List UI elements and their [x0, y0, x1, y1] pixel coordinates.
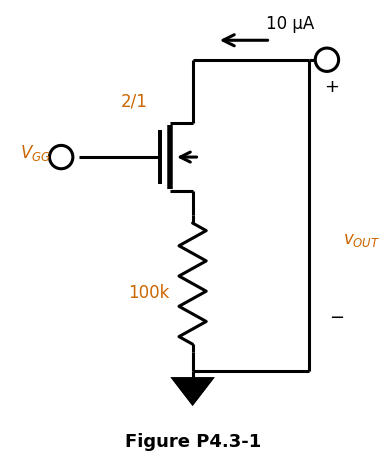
Text: 2/1: 2/1 — [121, 93, 148, 110]
Text: $V_{GG}$: $V_{GG}$ — [20, 143, 51, 163]
Text: $v_{\mathregular{OUT}}$: $v_{\mathregular{OUT}}$ — [343, 231, 381, 249]
Text: Figure P4.3-1: Figure P4.3-1 — [125, 433, 261, 451]
Polygon shape — [174, 379, 211, 403]
Text: +: + — [324, 78, 339, 96]
Text: 10 μA: 10 μA — [266, 15, 314, 33]
Text: 100k: 100k — [128, 284, 169, 302]
Text: −: − — [329, 308, 344, 327]
Polygon shape — [174, 379, 211, 403]
